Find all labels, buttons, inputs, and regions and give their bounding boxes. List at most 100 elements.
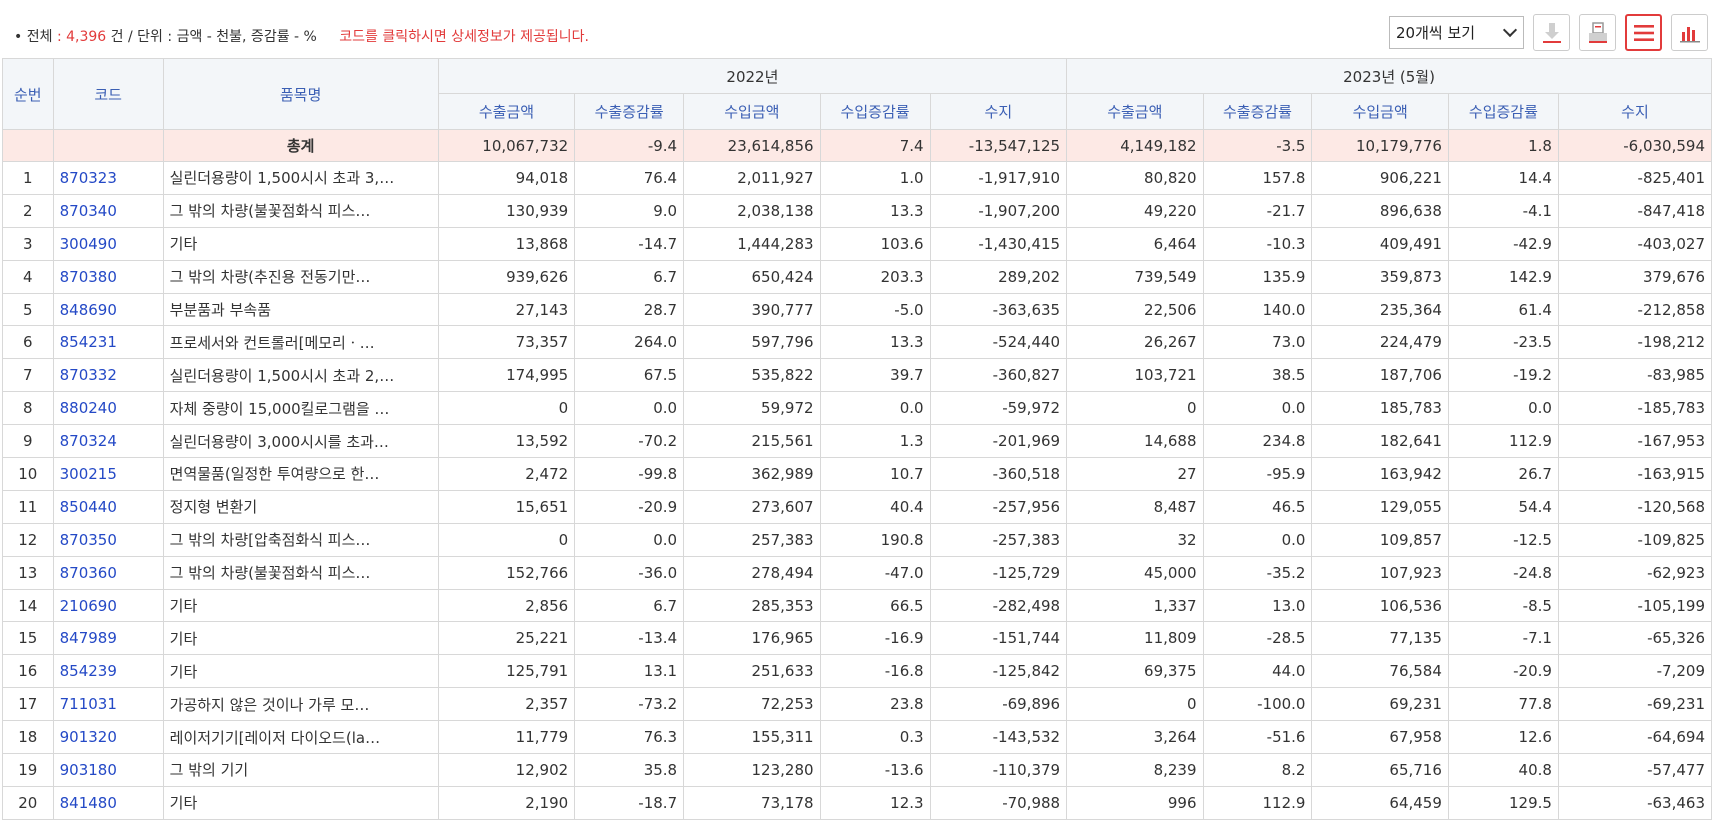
value-cell: 597,796 xyxy=(683,325,821,360)
value-cell: 264.0 xyxy=(574,325,685,360)
value-cell: 13,592 xyxy=(437,424,576,459)
value-cell: 14.4 xyxy=(1447,161,1559,195)
col-balance-2023: 수지 xyxy=(1557,93,1713,130)
code-link[interactable]: 870350 xyxy=(52,522,164,557)
value-cell: 46.5 xyxy=(1202,489,1313,524)
item-name-cell: 그 밖의 차량(불꽃점화식 피스… xyxy=(162,555,439,590)
code-link[interactable]: 870323 xyxy=(52,161,164,195)
rank-cell: 11 xyxy=(2,489,54,524)
value-cell: 10.7 xyxy=(819,457,931,491)
value-cell: 22,506 xyxy=(1066,292,1204,327)
total-value: 10,067,732 xyxy=(437,129,576,162)
value-cell: -20.9 xyxy=(1447,654,1559,689)
value-cell: -65,326 xyxy=(1557,621,1713,656)
value-cell: 65,716 xyxy=(1311,753,1449,787)
value-cell: 13.1 xyxy=(574,654,685,689)
value-cell: 3,264 xyxy=(1066,720,1204,755)
code-link[interactable]: 870340 xyxy=(52,193,164,228)
table-row: 5 848690 부분품과 부속품 27,143 28.7 390,777 -5.0 -363… xyxy=(2,292,1713,327)
code-link[interactable]: 841480 xyxy=(52,785,164,820)
total-value: 23,614,856 xyxy=(683,129,821,162)
value-cell: 362,989 xyxy=(683,457,821,491)
code-link[interactable]: 870332 xyxy=(52,358,164,393)
code-link[interactable]: 300490 xyxy=(52,226,164,261)
value-cell: 13.0 xyxy=(1202,588,1313,623)
value-cell: -62,923 xyxy=(1557,555,1713,590)
value-cell: 11,779 xyxy=(437,720,576,755)
value-cell: 80,820 xyxy=(1066,161,1204,195)
col-import-2023: 수입금액 xyxy=(1311,93,1449,130)
value-cell: 73,357 xyxy=(437,325,576,360)
code-link[interactable]: 848690 xyxy=(52,292,164,327)
rank-cell: 3 xyxy=(2,226,54,261)
value-cell: -151,744 xyxy=(929,621,1068,656)
col-export-2023: 수출금액 xyxy=(1066,93,1204,130)
value-cell: -360,827 xyxy=(929,358,1068,393)
code-link[interactable]: 854231 xyxy=(52,325,164,360)
value-cell: 26.7 xyxy=(1447,457,1559,491)
value-cell: 215,561 xyxy=(683,424,821,459)
value-cell: 8.2 xyxy=(1202,753,1313,787)
value-cell: 0.0 xyxy=(574,522,685,557)
value-cell: 73.0 xyxy=(1202,325,1313,360)
code-link[interactable]: 210690 xyxy=(52,588,164,623)
view-controls: 20개씩 보기 xyxy=(1389,14,1708,51)
rank-cell: 5 xyxy=(2,292,54,327)
value-cell: 176,965 xyxy=(683,621,821,656)
value-cell: -825,401 xyxy=(1557,161,1713,195)
page-size-value: 20개씩 보기 xyxy=(1396,24,1476,42)
item-name-cell: 자체 중량이 15,000킬로그램을 … xyxy=(162,391,439,426)
col-balance-2022: 수지 xyxy=(929,93,1068,130)
value-cell: 12.6 xyxy=(1447,720,1559,755)
value-cell: 72,253 xyxy=(683,687,821,722)
value-cell: 906,221 xyxy=(1311,161,1449,195)
value-cell: 38.5 xyxy=(1202,358,1313,393)
value-cell: 64,459 xyxy=(1311,785,1449,820)
value-cell: -64,694 xyxy=(1557,720,1713,755)
code-link[interactable]: 300215 xyxy=(52,457,164,491)
code-link[interactable]: 850440 xyxy=(52,489,164,524)
code-link[interactable]: 711031 xyxy=(52,687,164,722)
value-cell: 11,809 xyxy=(1066,621,1204,656)
list-view-icon xyxy=(1633,24,1654,41)
value-cell: -105,199 xyxy=(1557,588,1713,623)
download-button[interactable] xyxy=(1533,14,1570,51)
code-link[interactable]: 870360 xyxy=(52,555,164,590)
table-row: 2 870340 그 밖의 차량(불꽃점화식 피스… 130,939 9.0 2,038,… xyxy=(2,193,1713,228)
print-button[interactable] xyxy=(1579,14,1616,51)
value-cell: 123,280 xyxy=(683,753,821,787)
value-cell: 2,856 xyxy=(437,588,576,623)
code-link[interactable]: 870380 xyxy=(52,259,164,294)
rank-cell: 8 xyxy=(2,391,54,426)
unit-label: 단위 xyxy=(137,29,163,45)
value-cell: 939,626 xyxy=(437,259,576,294)
list-view-button[interactable] xyxy=(1625,14,1662,51)
item-name-cell: 기타 xyxy=(162,588,439,623)
page-size-select[interactable]: 20개씩 보기 xyxy=(1389,16,1524,49)
value-cell: 187,706 xyxy=(1311,358,1449,393)
value-cell: -59,972 xyxy=(929,391,1068,426)
code-link[interactable]: 901320 xyxy=(52,720,164,755)
code-link[interactable]: 847989 xyxy=(52,621,164,656)
code-link[interactable]: 854239 xyxy=(52,654,164,689)
value-cell: -83,985 xyxy=(1557,358,1713,393)
item-name-cell: 레이저기기[레이저 다이오드(la… xyxy=(162,720,439,755)
rank-cell: 10 xyxy=(2,457,54,491)
rank-cell: 14 xyxy=(2,588,54,623)
value-cell: 650,424 xyxy=(683,259,821,294)
value-cell: 40.8 xyxy=(1447,753,1559,787)
code-link[interactable]: 870324 xyxy=(52,424,164,459)
chart-view-button[interactable] xyxy=(1671,14,1708,51)
value-cell: -4.1 xyxy=(1447,193,1559,228)
toolbar: • 전체 : 4,396 건 / 단위 : 금액 - 천불, 증감률 - % 코… xyxy=(0,0,1716,56)
table-row: 7 870332 실린더용량이 1,500시시 초과 2,… 174,995 67.5 5… xyxy=(2,358,1713,393)
code-link[interactable]: 903180 xyxy=(52,753,164,787)
rank-cell: 9 xyxy=(2,424,54,459)
col-name: 품목명 xyxy=(162,58,439,130)
table-row: 18 901320 레이저기기[레이저 다이오드(la… 11,779 76.3 155,… xyxy=(2,720,1713,755)
value-cell: -1,430,415 xyxy=(929,226,1068,261)
col-code: 코드 xyxy=(52,58,164,130)
code-link[interactable]: 880240 xyxy=(52,391,164,426)
value-cell: -20.9 xyxy=(574,489,685,524)
item-name-cell: 실린더용량이 1,500시시 초과 3,… xyxy=(162,161,439,195)
